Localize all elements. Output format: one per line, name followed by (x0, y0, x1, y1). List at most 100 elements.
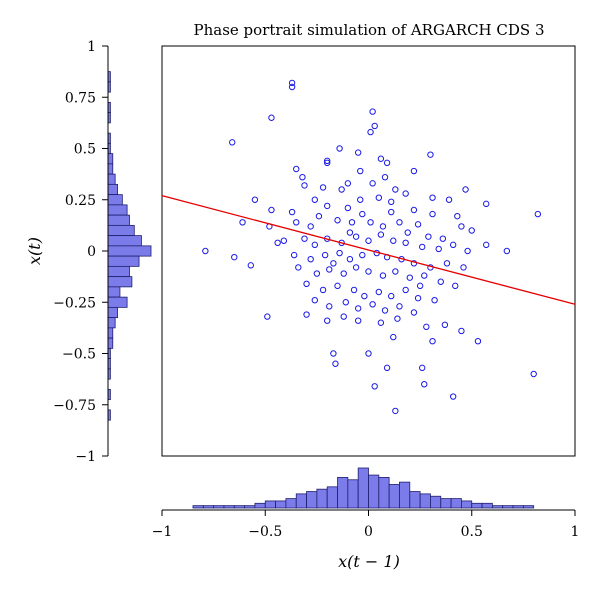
data-point (441, 321, 449, 328)
x-hist-bar (316, 488, 328, 509)
x-hist-bar (326, 486, 338, 509)
x-hist-bar (254, 502, 266, 509)
data-point (293, 165, 300, 173)
data-point (377, 319, 385, 326)
data-point (311, 297, 319, 304)
data-point (418, 364, 426, 372)
x-tick-label: −0.5 (248, 524, 282, 540)
data-point (458, 223, 465, 230)
data-point (410, 167, 418, 175)
y-tick-label: 1 (87, 39, 96, 55)
data-point (418, 243, 426, 251)
data-point (344, 204, 352, 212)
y-tick-label: −0.5 (62, 347, 96, 363)
data-point (388, 208, 395, 216)
data-point (454, 212, 461, 220)
y-hist-bar (107, 296, 128, 308)
data-point (326, 303, 333, 310)
data-point (352, 233, 360, 240)
data-point (421, 272, 428, 279)
y-hist-bar (107, 163, 114, 175)
x-hist-bar (368, 474, 380, 509)
data-point (348, 219, 356, 226)
data-point (369, 108, 376, 115)
data-point (369, 180, 376, 187)
data-point (503, 247, 511, 255)
data-point (352, 264, 360, 271)
data-point (416, 282, 424, 290)
x-tick-label: 1 (571, 524, 580, 540)
data-point (330, 260, 337, 267)
data-point (330, 350, 337, 357)
data-point (381, 307, 389, 314)
data-point (295, 264, 302, 271)
data-point (429, 210, 436, 218)
data-point (392, 268, 399, 275)
data-point (369, 301, 376, 308)
data-point (392, 186, 399, 193)
x-hist-bar (502, 505, 514, 509)
data-point (239, 219, 246, 226)
data-point (388, 292, 395, 300)
data-point (365, 350, 372, 357)
x-hist-bar (471, 502, 483, 509)
data-point (392, 407, 399, 415)
x-hist-bar (522, 505, 535, 509)
data-point (530, 370, 537, 378)
data-point (396, 219, 403, 226)
data-point (359, 210, 366, 218)
x-hist-bar (347, 479, 359, 509)
plot-frame (161, 45, 576, 457)
data-point (449, 241, 457, 249)
data-point (268, 114, 275, 121)
data-point (354, 305, 362, 312)
data-point (367, 128, 374, 136)
data-point (231, 253, 238, 261)
x-hist-bar (223, 505, 235, 509)
data-point (414, 221, 422, 228)
data-point (377, 155, 385, 162)
x-hist-bar (244, 505, 256, 509)
y-hist-bar (107, 265, 130, 278)
x-hist-bar (233, 505, 245, 509)
y-hist-bar (107, 153, 114, 165)
y-hist-bar (107, 286, 121, 298)
regression-line (161, 195, 576, 305)
data-point (324, 159, 331, 167)
x-hist-bar (461, 500, 473, 509)
x-hist-bar (202, 505, 215, 509)
x-hist-bar (275, 500, 287, 509)
data-point (334, 217, 341, 224)
data-point (534, 210, 542, 218)
data-point (350, 286, 358, 294)
x-hist-bar (295, 493, 307, 509)
data-point (288, 83, 296, 91)
data-point (336, 145, 343, 152)
data-point (229, 139, 236, 146)
data-point (357, 196, 364, 203)
data-point (404, 229, 411, 236)
y-hist-bar (107, 306, 118, 319)
scatter-points (202, 79, 542, 415)
data-point (340, 270, 347, 277)
y-hist-bar (107, 327, 114, 339)
x-hist-bar (388, 484, 400, 509)
x-hist-bar (264, 500, 276, 509)
x-hist-bar (409, 491, 421, 509)
data-point (334, 282, 341, 290)
data-point (354, 149, 362, 156)
data-point (396, 303, 403, 310)
x-hist-bar (337, 477, 349, 509)
data-point (290, 251, 298, 259)
y-hist-bar (107, 255, 140, 267)
y-hist-bar (107, 173, 116, 185)
data-point (402, 190, 409, 197)
data-point (375, 288, 383, 296)
data-point (437, 278, 444, 285)
data-point (388, 198, 395, 206)
data-point (406, 274, 413, 281)
data-point (443, 260, 451, 267)
y-tick-label: 0 (87, 244, 96, 260)
y-tick-label: −0.75 (53, 398, 96, 414)
